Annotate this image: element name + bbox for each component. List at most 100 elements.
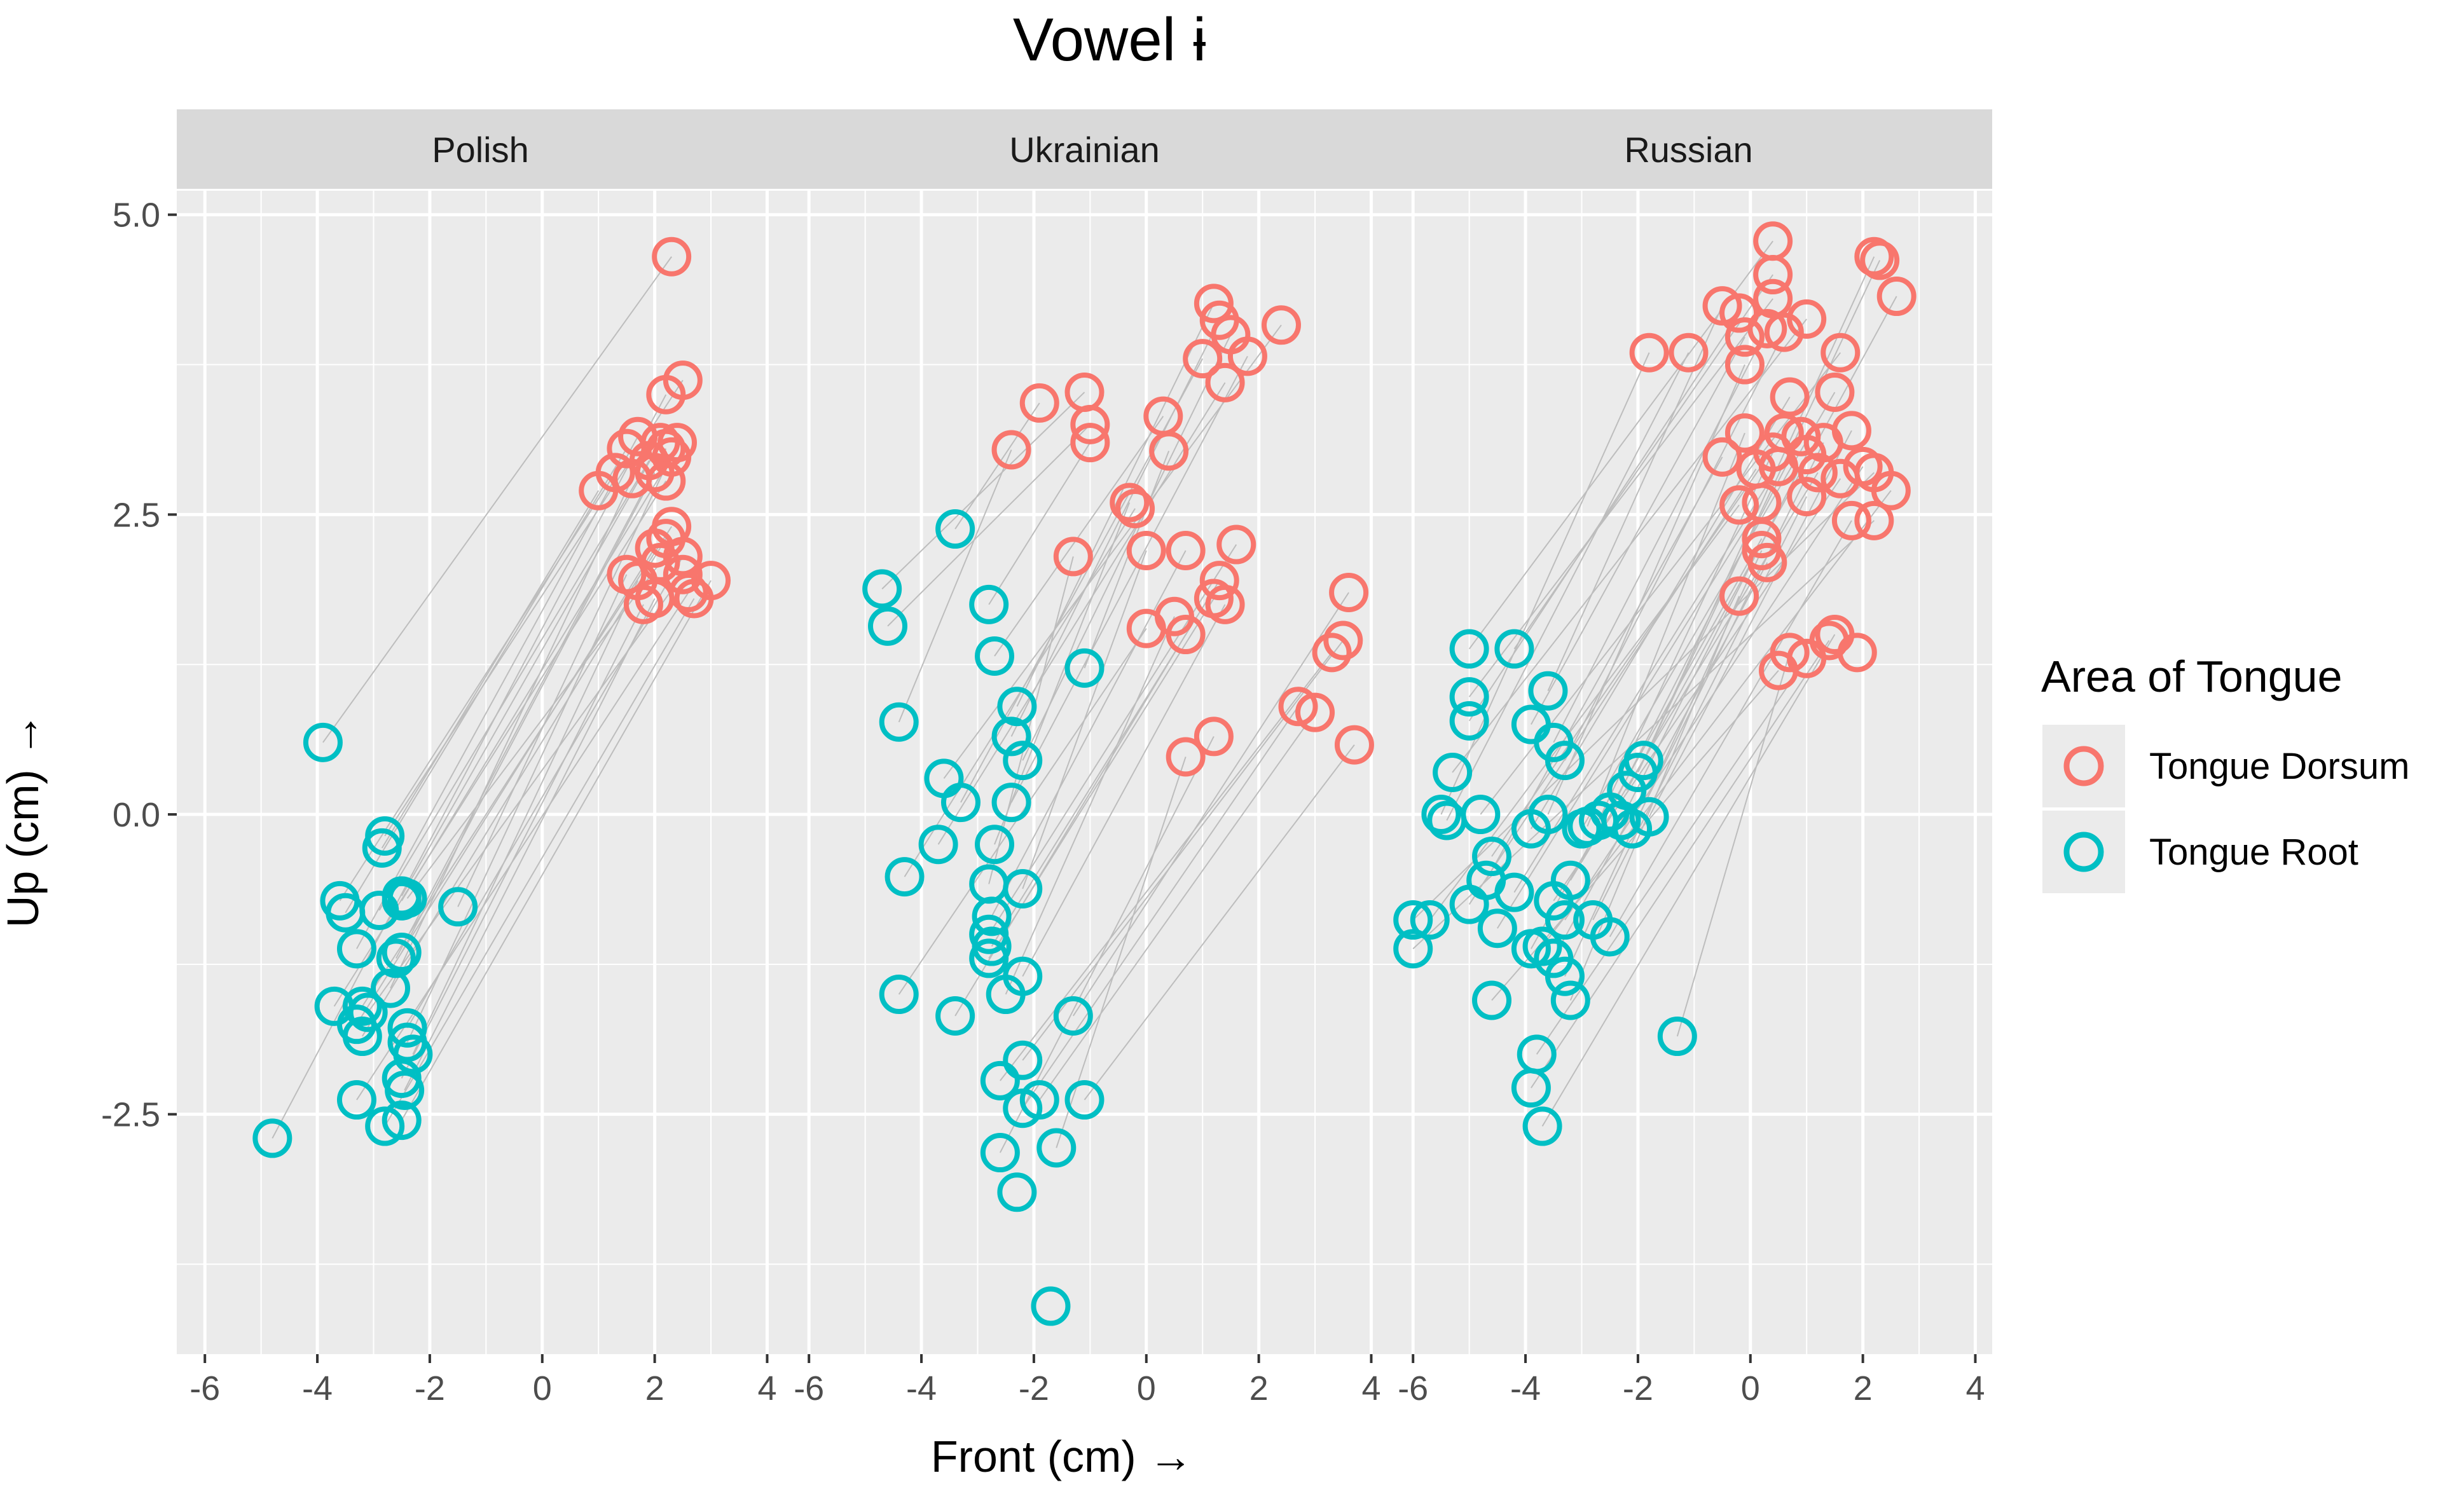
point-tongue-root [336,1080,376,1120]
point-tongue-root [1629,797,1669,837]
point-tongue-root [376,938,416,978]
point-tongue-root [1511,1068,1551,1108]
legend-key-root [2063,832,2104,872]
link-line [1022,640,1344,1061]
point-tongue-root [365,1106,405,1146]
link-line [401,472,656,953]
point-tongue-dorsum [1860,240,1900,280]
point-tongue-root [1449,701,1489,741]
link-line [881,392,1085,590]
link-line [904,508,1136,877]
point-tongue-root [387,879,427,919]
x-tick-label: -4 [1510,1369,1541,1408]
link-line [1005,616,1175,995]
point-tongue-root [371,968,411,1008]
point-tongue-dorsum [1205,362,1245,402]
link-line [412,580,638,1055]
link-line [395,448,667,959]
link-line [367,574,684,1013]
point-tongue-dorsum [1837,633,1877,673]
point-tongue-dorsum [1199,561,1239,601]
link-line [361,526,672,1007]
point-tongue-root [342,986,382,1026]
point-tongue-dorsum [1742,519,1782,559]
point-tongue-root [969,584,1009,624]
link-line [378,460,650,911]
link-line [356,436,638,949]
link-line [1022,334,1232,761]
panel-bg-russian [1385,191,1992,1354]
point-tongue-root [980,1133,1020,1173]
link-line [1485,456,1723,881]
link-line [937,382,1226,845]
point-tongue-dorsum [1702,437,1742,477]
link-line [272,394,667,1139]
point-tongue-dorsum [1724,345,1765,385]
point-tongue-root [348,992,388,1032]
strip-label-russian: Russian [1624,130,1752,170]
point-tongue-dorsum [1747,308,1787,348]
point-tongue-dorsum [1724,317,1765,357]
legend-label-dorsum: Tongue Dorsum [2149,746,2409,787]
x-tick-label: 2 [645,1369,664,1408]
x-tick-label: -6 [794,1369,824,1408]
link-line [994,416,1164,657]
point-tongue-dorsum [1764,312,1804,352]
link-line [322,256,672,743]
link-line [1446,352,1690,821]
point-tongue-root [969,938,1009,978]
link-line [404,598,656,1091]
point-tongue-root [336,929,376,969]
point-tongue-dorsum [1787,477,1827,517]
point-tongue-dorsum [691,561,731,601]
point-tongue-root [1601,800,1641,840]
link-line [1609,520,1852,937]
point-tongue-root [997,687,1037,727]
link-line [1022,706,1299,1109]
point-tongue-dorsum [1295,692,1335,732]
point-tongue-root [385,1070,425,1110]
point-tongue-root [986,975,1026,1015]
point-tongue-dorsum [1278,687,1318,727]
link-line [1084,744,1355,1100]
point-tongue-root [975,636,1015,676]
point-tongue-dorsum [1166,615,1206,655]
point-tongue-dorsum [1194,284,1234,324]
point-tongue-root [1003,869,1043,908]
point-tongue-dorsum [1770,633,1810,673]
legend-label-root: Tongue Root [2149,832,2358,873]
point-tongue-root [438,887,478,927]
point-tongue-dorsum [640,542,680,582]
legend-key-dorsum [2063,746,2104,786]
point-tongue-dorsum [1149,431,1189,471]
x-tick-label: 0 [1741,1369,1760,1408]
point-tongue-root [1449,629,1489,669]
point-tongue-root [1477,908,1517,949]
point-tongue-root [1472,980,1512,1020]
link-line [401,442,661,896]
link-line [381,490,600,849]
point-tongue-dorsum [1815,372,1855,412]
link-line [1648,430,1852,818]
point-tongue-root [1511,929,1551,969]
x-tick-label: 4 [1965,1369,1985,1408]
point-tongue-root [1461,795,1501,835]
point-tongue-dorsum [1166,737,1206,777]
point-tongue-dorsum [991,430,1031,470]
point-tongue-dorsum [1205,584,1245,624]
y-tick-label: 2.5 [113,496,160,534]
point-tongue-dorsum [1854,500,1894,540]
point-tongue-dorsum [1629,332,1669,373]
x-tick-label: 0 [533,1369,552,1408]
link-line [1010,320,1220,737]
legend: Area of Tongue Tongue Dorsum Tongue Root [2041,652,2409,893]
y-tick-label: 0.0 [113,796,160,834]
point-tongue-root [1053,996,1093,1036]
point-tongue-root [1410,900,1450,940]
point-tongue-root [1064,648,1105,688]
point-tongue-dorsum [1820,332,1861,373]
legend-title: Area of Tongue [2041,652,2343,701]
link-line [1586,432,1745,827]
link-line [1468,469,1757,905]
point-tongue-root [1393,900,1433,940]
